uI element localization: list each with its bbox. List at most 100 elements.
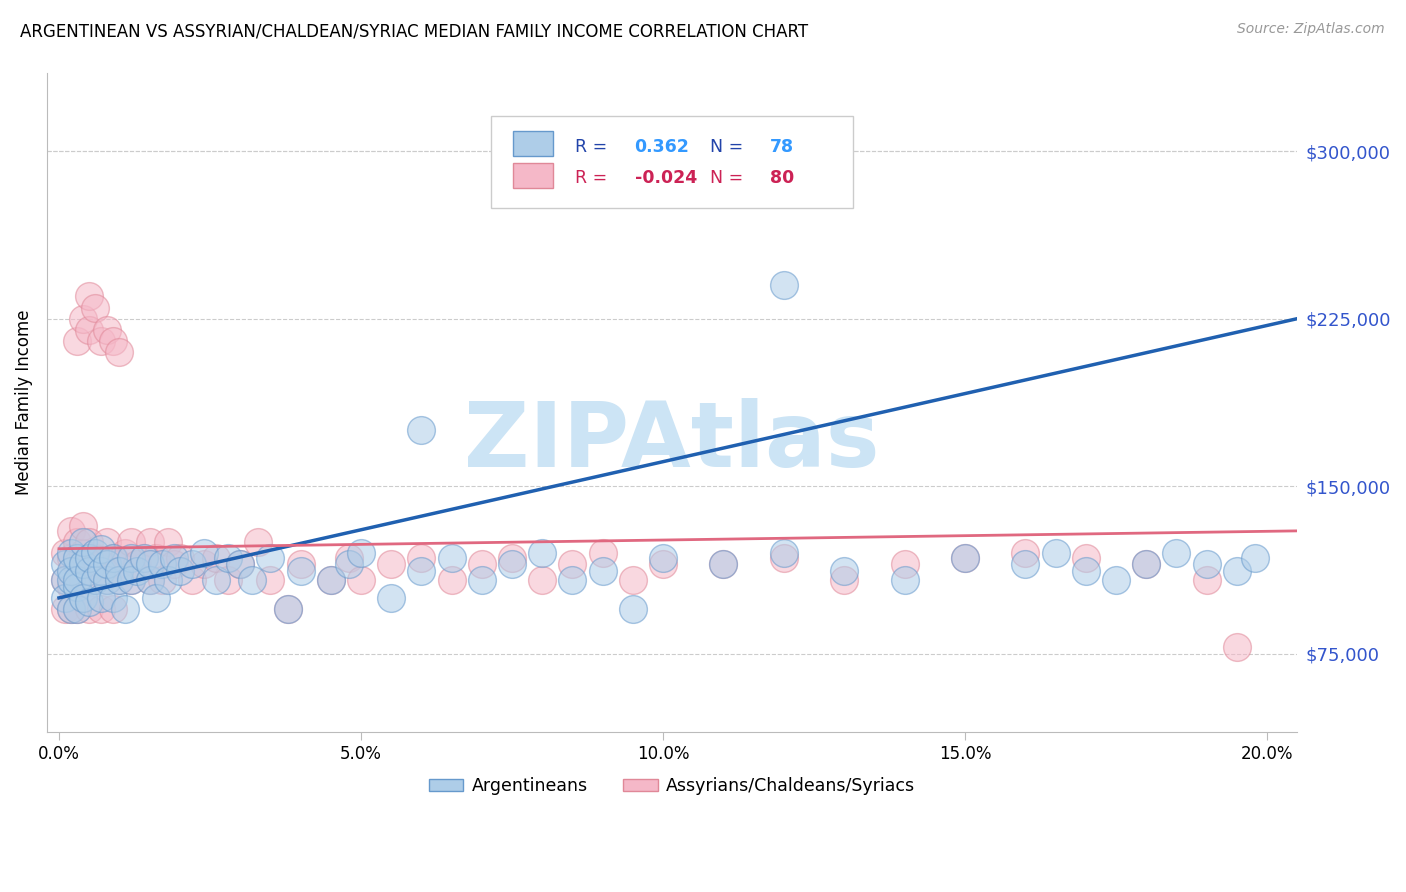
Point — [953, 550, 976, 565]
Point — [772, 550, 794, 565]
Point — [120, 550, 142, 565]
Point — [103, 591, 125, 605]
Point — [96, 558, 118, 572]
Point — [114, 546, 136, 560]
Point — [471, 558, 494, 572]
Point — [259, 550, 281, 565]
Point — [411, 423, 433, 437]
Point — [247, 535, 270, 549]
Point — [1195, 558, 1218, 572]
Point — [60, 602, 83, 616]
FancyBboxPatch shape — [491, 116, 853, 208]
Point — [138, 558, 160, 572]
Point — [60, 550, 83, 565]
Point — [440, 550, 463, 565]
Point — [380, 558, 402, 572]
Point — [60, 546, 83, 560]
Point — [1166, 546, 1188, 560]
Point — [66, 334, 89, 348]
Text: N =: N = — [710, 137, 748, 155]
Point — [77, 323, 100, 337]
Point — [145, 550, 167, 565]
Point — [72, 519, 94, 533]
Point — [53, 546, 76, 560]
Point — [90, 334, 112, 348]
Point — [1074, 564, 1097, 578]
Point — [217, 573, 239, 587]
Point — [592, 546, 614, 560]
Text: 0.362: 0.362 — [634, 137, 689, 155]
Point — [163, 558, 186, 572]
Point — [337, 558, 360, 572]
Point — [531, 546, 554, 560]
Point — [652, 558, 675, 572]
Point — [66, 602, 89, 616]
Point — [229, 558, 252, 572]
Point — [1135, 558, 1157, 572]
Point — [150, 573, 173, 587]
Text: 80: 80 — [769, 169, 794, 187]
Point — [84, 546, 107, 560]
Point — [193, 546, 215, 560]
Text: -0.024: -0.024 — [634, 169, 697, 187]
Point — [217, 550, 239, 565]
Point — [60, 602, 83, 616]
Legend: Argentineans, Assyrians/Chaldeans/Syriacs: Argentineans, Assyrians/Chaldeans/Syriac… — [422, 771, 922, 802]
Point — [652, 550, 675, 565]
Point — [77, 550, 100, 565]
Point — [53, 573, 76, 587]
Point — [66, 535, 89, 549]
Point — [1014, 558, 1036, 572]
Point — [66, 558, 89, 572]
Y-axis label: Median Family Income: Median Family Income — [15, 310, 32, 495]
Point — [337, 550, 360, 565]
Text: Source: ZipAtlas.com: Source: ZipAtlas.com — [1237, 22, 1385, 37]
Point — [90, 541, 112, 556]
Point — [90, 591, 112, 605]
Point — [1195, 573, 1218, 587]
Point — [96, 573, 118, 587]
Point — [350, 546, 373, 560]
Point — [53, 558, 76, 572]
Point — [108, 558, 131, 572]
Point — [66, 580, 89, 594]
Point — [103, 550, 125, 565]
Point — [319, 573, 342, 587]
Point — [72, 311, 94, 326]
Point — [90, 558, 112, 572]
Point — [380, 591, 402, 605]
Point — [772, 278, 794, 293]
Point — [84, 573, 107, 587]
Point — [193, 558, 215, 572]
Point — [77, 595, 100, 609]
Point — [114, 602, 136, 616]
Point — [156, 573, 179, 587]
Text: R =: R = — [575, 137, 612, 155]
Point — [138, 535, 160, 549]
Point — [66, 573, 89, 587]
Point — [1226, 640, 1249, 654]
Point — [411, 564, 433, 578]
Point — [132, 550, 155, 565]
Point — [180, 558, 202, 572]
Point — [90, 602, 112, 616]
Point — [96, 535, 118, 549]
Point — [621, 573, 644, 587]
Point — [1135, 558, 1157, 572]
Point — [772, 546, 794, 560]
Point — [108, 573, 131, 587]
Point — [96, 323, 118, 337]
Point — [77, 602, 100, 616]
Point — [531, 573, 554, 587]
Point — [290, 558, 312, 572]
Point — [60, 564, 83, 578]
Point — [84, 550, 107, 565]
Point — [621, 602, 644, 616]
Text: 78: 78 — [769, 137, 793, 155]
Point — [277, 602, 299, 616]
Point — [77, 564, 100, 578]
Point — [127, 564, 149, 578]
Point — [72, 546, 94, 560]
Point — [319, 573, 342, 587]
Point — [72, 591, 94, 605]
